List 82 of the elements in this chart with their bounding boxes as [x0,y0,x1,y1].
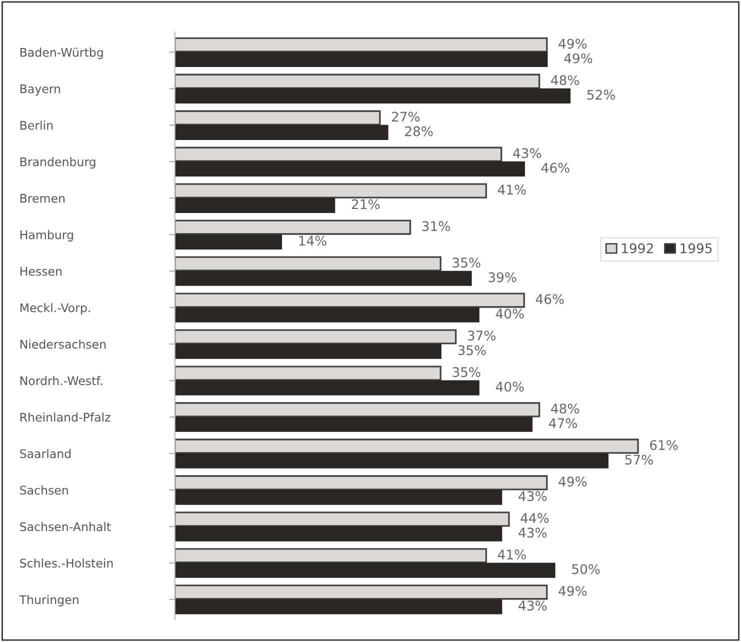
data-label: 49% [564,53,592,64]
y-tick-label: Sachsen-Anhalt [20,522,111,532]
data-label: 48% [551,404,580,414]
data-label: 44% [520,513,549,524]
data-label: 46% [541,162,570,173]
data-label: 40% [496,382,524,392]
bar [174,366,442,381]
y-tick-label: Rheinland-Pfalz [20,412,110,422]
bar [174,37,548,52]
bar [174,548,487,564]
bar [174,256,442,272]
bar [174,307,480,322]
bar [174,292,525,308]
data-label: 35% [452,367,480,378]
data-label: 43% [518,528,547,538]
bar [174,512,510,527]
data-label: 37% [468,330,496,341]
y-tick-label: Thuringen [19,594,78,606]
legend-label: 1992 [622,243,653,254]
data-label: 46% [536,294,564,304]
data-label: 35% [458,345,486,356]
data-label: 57% [625,454,653,465]
data-label: 27% [392,112,420,122]
y-tick-label: Bayern [20,84,60,96]
bar [174,161,525,176]
data-label: 14% [299,236,326,246]
bar [174,490,502,505]
bar [174,453,608,468]
data-label: 41% [498,184,526,195]
data-label: 49% [558,38,587,49]
data-label: 43% [518,600,547,611]
legend-label: 1995 [680,243,712,254]
bar [174,402,540,418]
bar [174,416,533,432]
y-tick-label: Niedersachsen [20,340,106,349]
bar [174,88,571,104]
data-label: 52% [587,90,615,100]
bar [174,234,282,250]
bar [174,329,457,344]
y-tick-label: Nordrh.-Westf. [20,376,102,386]
y-tick-label: Berlin [20,120,53,130]
bar [174,74,540,89]
bar [174,475,548,490]
y-tick-label: Saarland [20,449,71,458]
data-label: 39% [488,272,516,282]
bar [174,344,442,359]
bar [174,380,480,396]
y-tick-label: Bremen [20,194,65,203]
bar [174,438,639,454]
y-tick-label: Brandenburg [20,157,96,169]
y-tick-label: Meckl.-Vorp. [20,303,90,315]
bar [174,270,472,286]
y-tick-label: Schles.-Holstein [20,558,113,568]
data-label: 40% [496,308,524,319]
bar [174,526,502,542]
data-label: 50% [572,564,600,574]
bar [174,124,388,140]
data-label: 41% [498,550,526,560]
bar [174,110,381,126]
bar [174,52,548,68]
data-label: 49% [558,586,587,596]
data-label: 21% [352,199,380,210]
data-label: 49% [558,476,587,487]
y-tick-label: Sachsen [20,486,68,495]
bar [174,198,336,213]
data-label: 43% [518,491,547,502]
y-tick-label: Hessen [20,266,62,276]
data-label: 35% [452,258,480,268]
bar [174,220,412,235]
y-tick-label: Hamburg [20,230,73,242]
data-label: 47% [549,418,577,428]
bar [174,183,487,198]
bar [174,562,556,578]
bar [174,584,548,600]
data-label: 31% [422,221,450,232]
bar [174,599,502,614]
data-label: 43% [513,148,542,158]
bar [174,146,502,162]
data-label: 61% [650,440,678,450]
data-label: 48% [551,75,580,86]
data-label: 28% [405,126,433,136]
y-tick-label: Baden-Würtbg [20,48,103,60]
